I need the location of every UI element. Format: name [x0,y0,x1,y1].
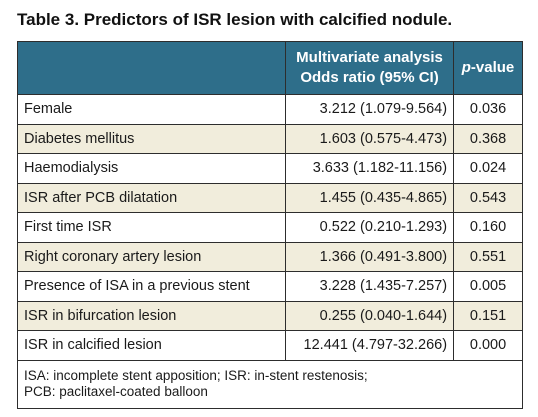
table-row: ISR after PCB dilatation 1.455 (0.435-4.… [17,182,523,213]
row-label: ISR in calcified lesion [17,330,286,361]
row-label: ISR in bifurcation lesion [17,300,286,331]
table-row: Diabetes mellitus 1.603 (0.575-4.473) 0.… [17,123,523,154]
row-label: Haemodialysis [17,153,286,184]
row-label: Diabetes mellitus [17,123,286,154]
table-row: Right coronary artery lesion 1.366 (0.49… [17,241,523,272]
row-p-value: 0.005 [453,271,523,302]
row-p-value: 0.024 [453,153,523,184]
row-odds-ratio: 3.633 (1.182-11.156) [284,153,455,184]
table-row: First time ISR 0.522 (0.210-1.293) 0.160 [17,212,523,243]
row-odds-ratio: 1.455 (0.435-4.865) [284,182,455,213]
table-footnote: ISA: incomplete stent apposition; ISR: i… [17,359,523,409]
header-cell-blank [17,41,286,95]
table-row: ISR in bifurcation lesion 0.255 (0.040-1… [17,300,523,331]
row-odds-ratio: 1.366 (0.491-3.800) [284,241,455,272]
row-odds-ratio: 1.603 (0.575-4.473) [284,123,455,154]
table-row: ISR in calcified lesion 12.441 (4.797-32… [17,330,523,361]
header-cell-odds-ratio: Multivariate analysis Odds ratio (95% CI… [284,41,455,95]
row-label: First time ISR [17,212,286,243]
row-odds-ratio: 3.212 (1.079-9.564) [284,94,455,125]
table-row: Presence of ISA in a previous stent 3.22… [17,271,523,302]
table-row: Haemodialysis 3.633 (1.182-11.156) 0.024 [17,153,523,184]
footnote-line-1: ISA: incomplete stent apposition; ISR: i… [24,367,368,383]
header-p-rest: -value [470,59,515,76]
row-p-value: 0.036 [453,94,523,125]
row-label: Female [17,94,286,125]
row-odds-ratio: 12.441 (4.797-32.266) [284,330,455,361]
row-p-value: 0.543 [453,182,523,213]
row-label: ISR after PCB dilatation [17,182,286,213]
row-p-value: 0.151 [453,300,523,331]
table-header-row: Multivariate analysis Odds ratio (95% CI… [17,41,523,95]
table-footnote-row: ISA: incomplete stent apposition; ISR: i… [17,359,523,409]
table-caption: Table 3. Predictors of ISR lesion with c… [17,10,453,29]
row-label: Presence of ISA in a previous stent [17,271,286,302]
row-odds-ratio: 0.255 (0.040-1.644) [284,300,455,331]
table-row: Female 3.212 (1.079-9.564) 0.036 [17,94,523,125]
row-p-value: 0.551 [453,241,523,272]
predictors-table: Multivariate analysis Odds ratio (95% CI… [17,41,523,409]
row-p-value: 0.368 [453,123,523,154]
footnote-line-2: PCB: paclitaxel-coated balloon [24,383,208,399]
row-p-value: 0.000 [453,330,523,361]
row-odds-ratio: 3.228 (1.435-7.257) [284,271,455,302]
header-multivariate-label: Multivariate analysis [296,49,443,66]
row-label: Right coronary artery lesion [17,241,286,272]
header-odds-ratio-label: Odds ratio (95% CI) [300,69,439,86]
header-p-italic: p [461,59,471,76]
row-odds-ratio: 0.522 (0.210-1.293) [284,212,455,243]
row-p-value: 0.160 [453,212,523,243]
header-cell-p-value: p-value [453,41,523,95]
